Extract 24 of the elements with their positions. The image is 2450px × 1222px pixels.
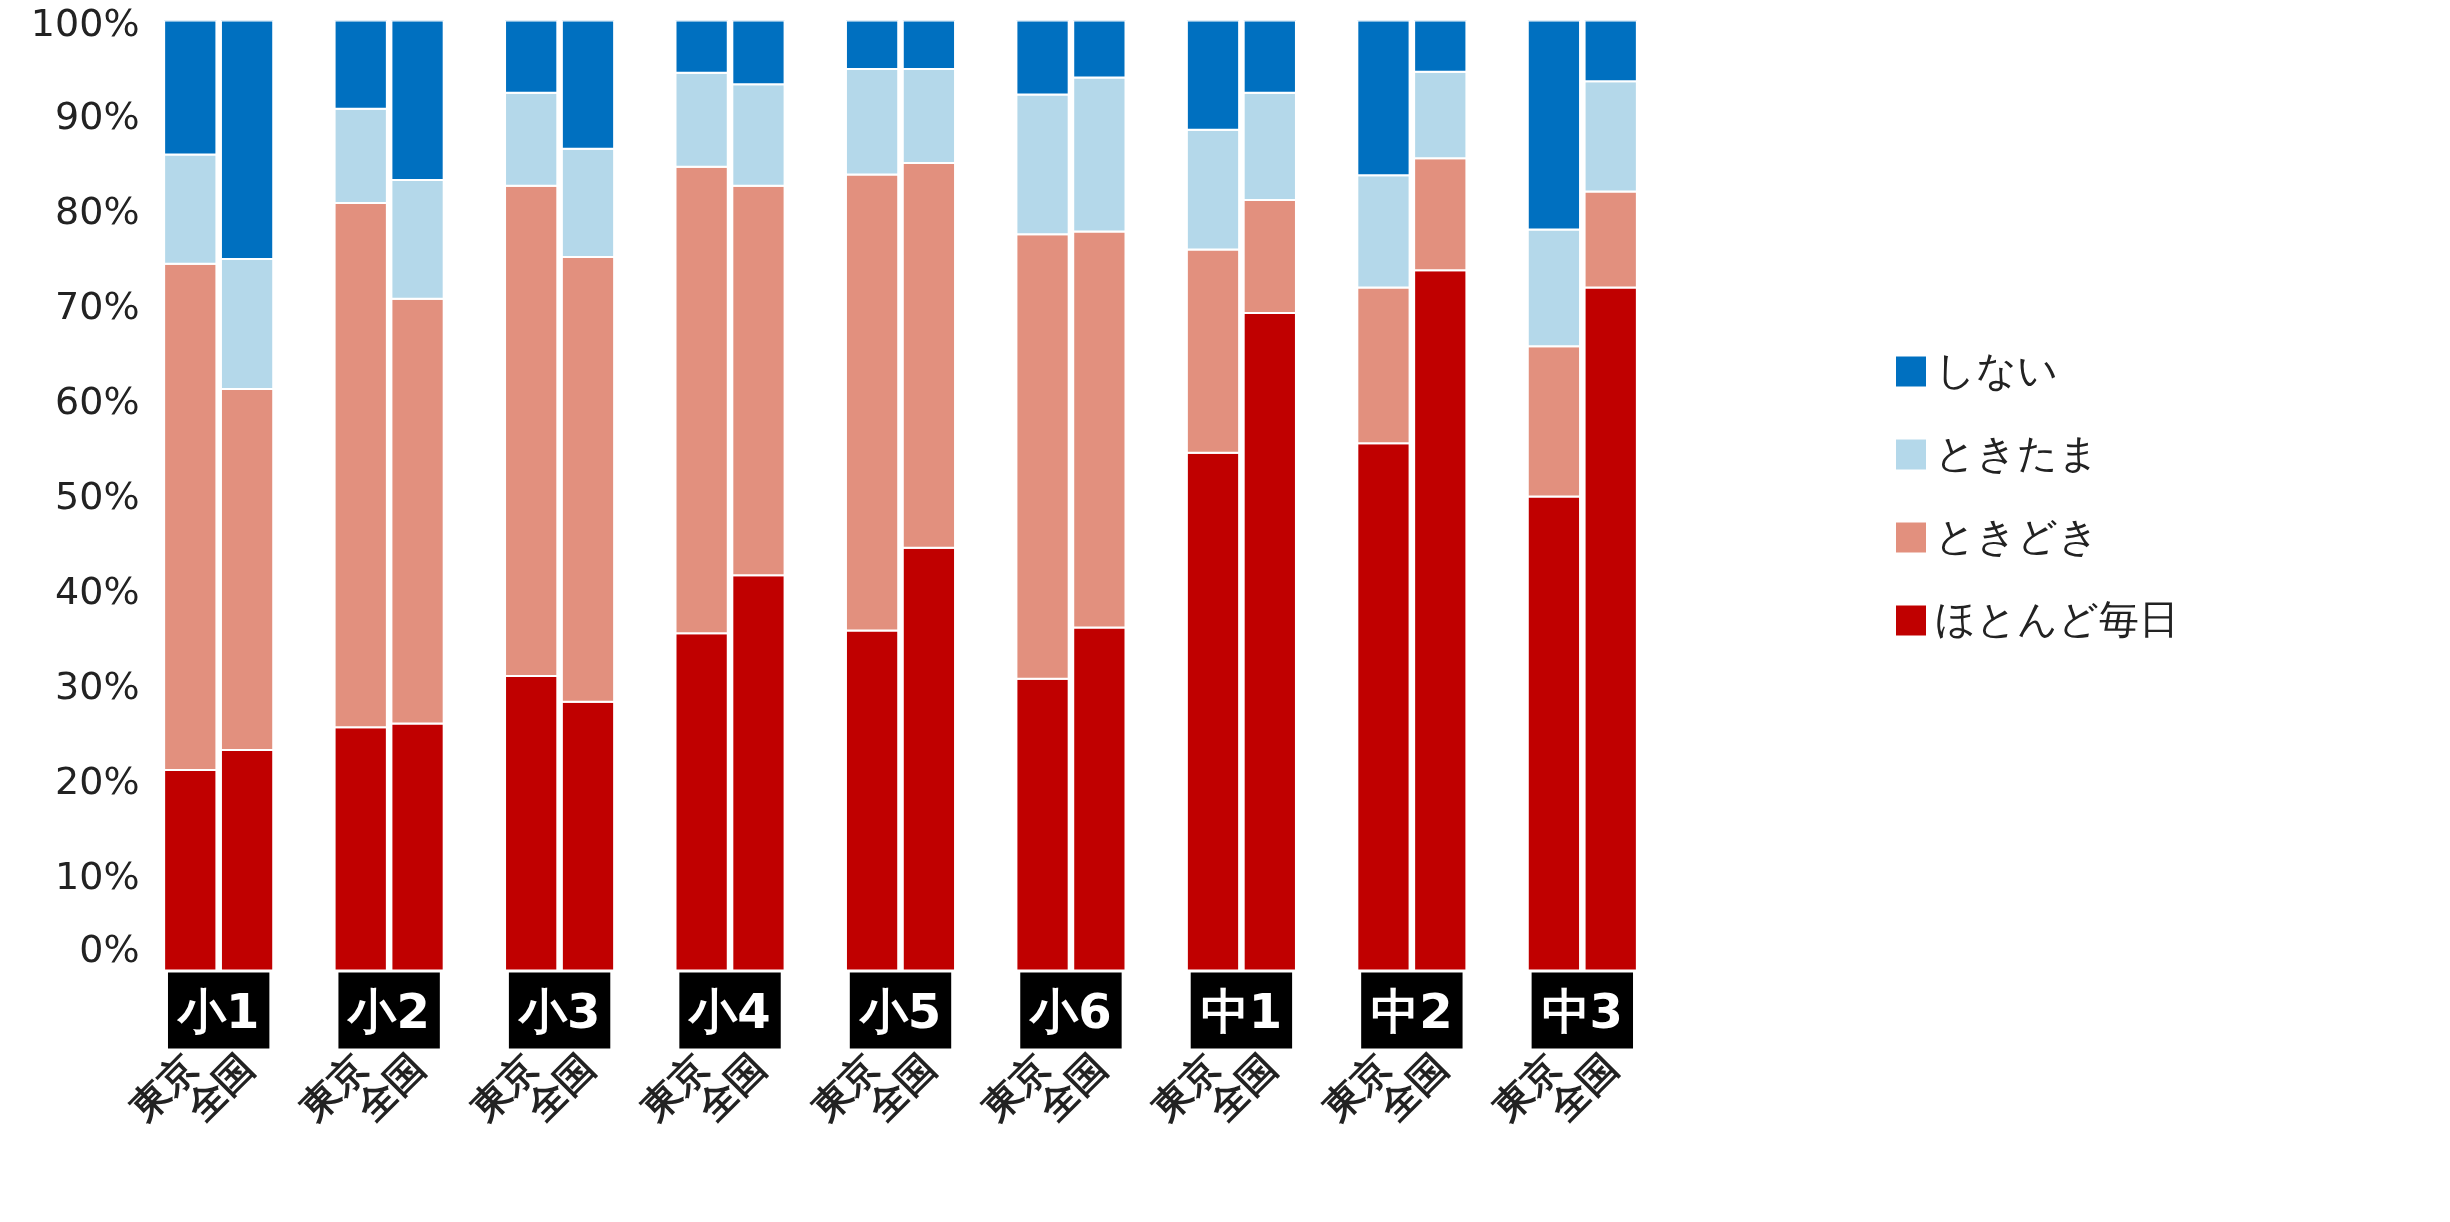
text: 小1 (175, 982, 260, 1039)
legend-label: ときたま (1935, 429, 2099, 478)
y-tick-label: 60% (55, 378, 140, 423)
text: 中2 (1371, 982, 1453, 1039)
y-tick-label: 10% (55, 853, 140, 898)
legend-label: ときどき (1935, 512, 2099, 561)
text: 小3 (516, 982, 601, 1039)
text: 小4 (687, 982, 771, 1039)
y-tick-label: 50% (55, 473, 140, 518)
text: 中3 (1541, 982, 1624, 1039)
y-tick-label: 30% (55, 663, 140, 708)
y-tick-label: 20% (55, 758, 140, 803)
y-tick-label: 40% (55, 568, 140, 613)
text: 小5 (857, 982, 942, 1039)
text: 小6 (1028, 982, 1112, 1039)
y-tick-label: 80% (55, 188, 140, 233)
legend-label: ほとんど毎日 (1935, 595, 2179, 644)
y-tick-label: 0% (79, 926, 140, 971)
legend-label: しない (1935, 346, 2058, 395)
y-tick-label: 100% (30, 0, 140, 45)
y-tick-label: 90% (55, 93, 140, 138)
text: 小2 (346, 982, 430, 1039)
y-tick-label: 70% (55, 283, 140, 328)
text: 中1 (1200, 982, 1283, 1039)
